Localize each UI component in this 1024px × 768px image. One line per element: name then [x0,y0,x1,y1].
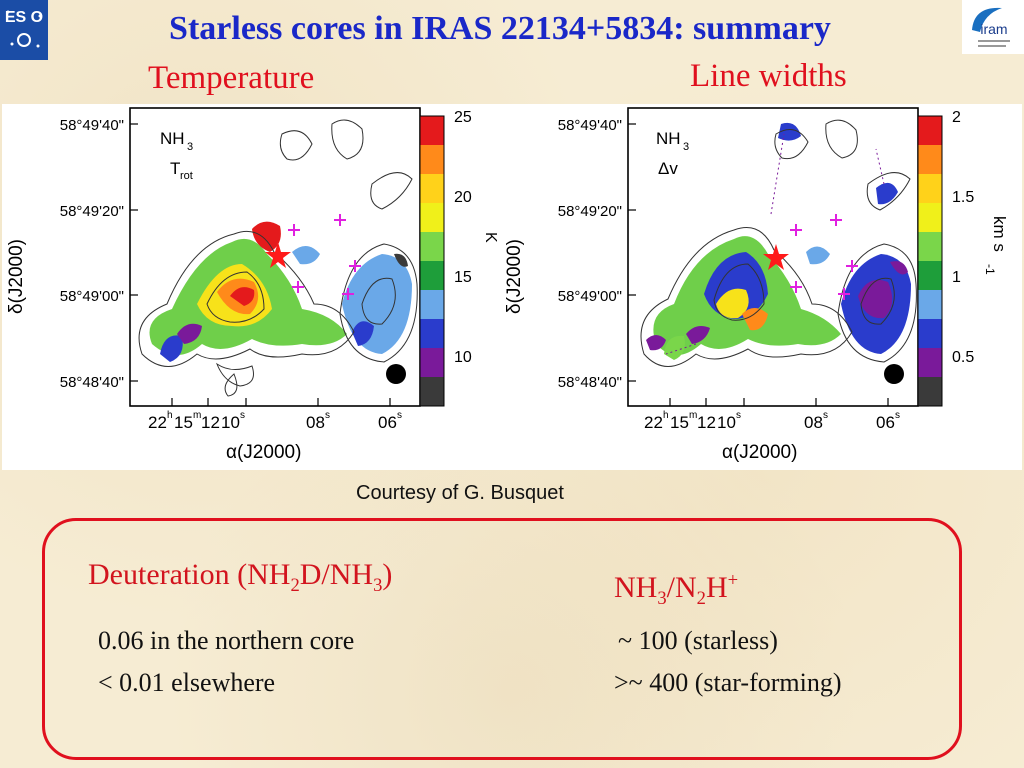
colorbar-tick: 0.5 [952,349,974,366]
colorbar-tick: 1 [952,269,961,286]
dec-tick: 58°49'00" [558,288,622,305]
linewidth-label: Line widths [690,58,847,94]
colorbar-tick: 2 [952,109,961,126]
iram-logo: iram [962,0,1024,54]
ra-unit-s: s [823,410,828,421]
ra-tick-15: 15 [174,413,193,432]
map-molecule-sub: 3 [683,141,689,153]
ratio-head-sup: + [727,570,739,591]
ra-tick-12: 12 [201,413,220,432]
dec-tick: 58°49'40" [60,117,124,134]
ra-tick-22: 22 [148,413,167,432]
ra-tick-10: 10 [221,413,240,432]
tkin-emission [149,221,412,362]
dec-tick: 58°48'40" [558,374,622,391]
dec-tick: 58°49'40" [558,117,622,134]
colorbar [917,115,943,407]
colorbar-tick: 1.5 [952,189,974,206]
ra-unit-h: h [167,410,173,421]
eso-logo-text: ES O [5,9,43,26]
ra-tick-15: 15 [670,413,689,432]
deut-head-sub: 2 [290,575,300,596]
deuteration-value-2: < 0.01 elsewhere [98,668,276,697]
ratio-value-2: >~ 400 (star-forming) [614,668,842,697]
colorbar-tick: 10 [454,349,472,366]
deuteration-value-1: 0.06 in the northern core [98,626,355,655]
x-axis-label: α(J2000) [722,442,797,463]
y-axis-label: δ(J2000) [6,239,27,314]
deut-head-part: ) [382,558,393,591]
map-quantity: Δv [658,159,678,178]
colorbar-unit-sup: -1 [983,264,997,275]
linewidth-emission [646,122,911,360]
deut-head-sub: 3 [373,575,383,596]
colorbar-tick: 20 [454,189,472,206]
slide-title: Starless cores in IRAS 22134+5834: summa… [169,10,831,47]
map-molecule: NH [656,129,681,148]
x-axis-label: α(J2000) [226,442,301,463]
iram-logo-text: iram [980,21,1007,37]
colorbar-unit: K [482,232,499,243]
ra-unit-s: s [736,410,741,421]
ratio-head-part: /N [666,571,697,604]
map-quantity-sub: rot [180,170,193,182]
ra-unit-m: m [689,410,697,421]
ratio-value-1: ~ 100 (starless) [618,626,778,655]
ra-unit-s: s [240,410,245,421]
ra-unit-s: s [397,410,402,421]
ra-tick-08: 08 [804,413,823,432]
colorbar-tick: 15 [454,269,472,286]
image-credit: Courtesy of G. Busquet [356,482,564,504]
linewidth-map: NH 3 Δv 58°49'40" 58°49'20" 58°49'00" 58… [504,104,1022,470]
ratio-head-part: H [705,571,728,604]
dec-tick: 58°49'00" [60,288,124,305]
ra-tick-22: 22 [644,413,663,432]
ra-unit-h: h [663,410,669,421]
temperature-label: Temperature [148,60,315,96]
eso-logo: ES O [0,0,48,60]
colorbar-tick: 25 [454,109,472,126]
ra-unit-m: m [193,410,201,421]
colorbar-unit: km s [990,216,1009,252]
map-quantity: T [170,159,180,178]
map-molecule-sub: 3 [187,141,193,153]
y-axis-label: δ(J2000) [506,239,525,314]
ra-unit-s: s [895,410,900,421]
map-molecule: NH [160,129,185,148]
ra-tick-10: 10 [717,413,736,432]
ra-tick-12: 12 [697,413,716,432]
colorbar [419,115,445,407]
ratio-head-sub: 3 [657,588,667,609]
ra-unit-s: s [325,410,330,421]
ra-tick-08: 08 [306,413,325,432]
dec-tick: 58°48'40" [60,374,124,391]
ratio-heading: NH3/N2H+ [614,570,738,610]
deut-head-part: D/NH [299,558,374,591]
deuteration-heading: Deuteration (NH2D/NH3) [88,558,392,597]
ra-tick-06: 06 [378,413,397,432]
dec-tick: 58°49'20" [60,203,124,220]
deut-head-part: Deuteration (NH [88,558,291,591]
temperature-map: NH 3 T rot 58°49'40" 58°49'20" 58°49'00"… [2,104,508,470]
summary-box [42,518,962,760]
dec-tick: 58°49'20" [558,203,622,220]
ratio-head-part: NH [614,571,658,604]
ra-tick-06: 06 [876,413,895,432]
ratio-head-sub: 2 [696,588,706,609]
